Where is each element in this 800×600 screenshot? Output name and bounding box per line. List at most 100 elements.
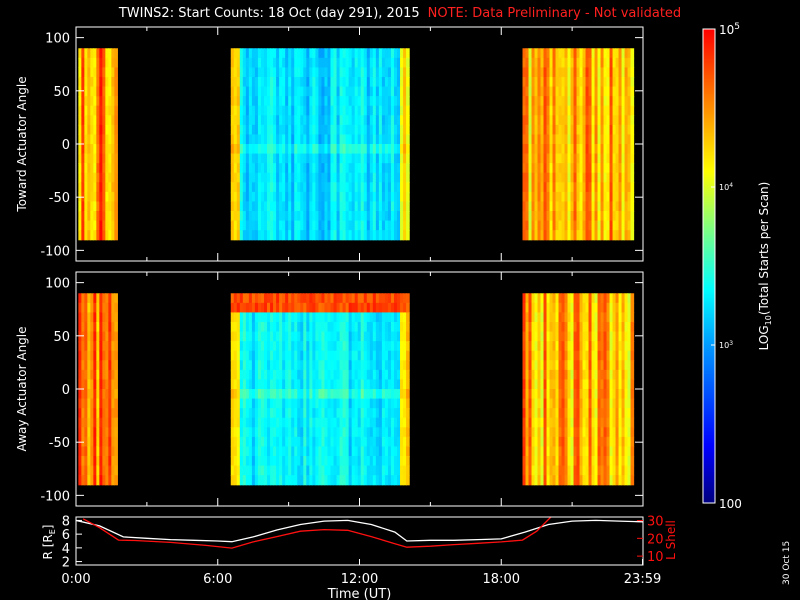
- heatmap-cell: [406, 57, 410, 69]
- heatmap-cell: [239, 105, 244, 116]
- heatmap-cell: [594, 86, 599, 97]
- heatmap-cell: [621, 124, 626, 136]
- heatmap-cell: [394, 115, 398, 126]
- heatmap-cell: [282, 465, 286, 476]
- heatmap-cell: [348, 144, 353, 155]
- heatmap-cell: [303, 153, 307, 164]
- heatmap-cell: [546, 408, 551, 419]
- heatmap-cell: [354, 220, 359, 231]
- heatmap-cell: [615, 96, 620, 107]
- heatmap-cell: [627, 48, 632, 59]
- heatmap-cell: [312, 293, 316, 304]
- heatmap-cell: [594, 408, 599, 419]
- heatmap-cell: [588, 398, 593, 409]
- heatmap-cell: [403, 408, 407, 419]
- heatmap-cell: [111, 86, 115, 97]
- heatmap-cell: [600, 389, 605, 400]
- heatmap-cell: [573, 211, 578, 222]
- heatmap-cell: [248, 134, 253, 145]
- heatmap-cell: [306, 48, 310, 59]
- heatmap-cell: [612, 201, 617, 212]
- heatmap-cell: [397, 96, 401, 107]
- heatmap-cell: [564, 163, 569, 174]
- heatmap-cell: [406, 475, 410, 486]
- heatmap-cell: [327, 96, 332, 107]
- heatmap-cell: [81, 172, 85, 183]
- heatmap-cell: [576, 134, 581, 145]
- heatmap-cell: [96, 302, 100, 314]
- heatmap-cell: [96, 153, 100, 164]
- heatmap-cell: [257, 389, 262, 400]
- heatmap-cell: [245, 475, 250, 486]
- heatmap-cell: [360, 220, 365, 231]
- heatmap-cell: [111, 369, 115, 381]
- heatmap-cell: [309, 446, 313, 457]
- heatmap-cell: [345, 427, 350, 438]
- heatmap-cell: [354, 115, 359, 126]
- heatmap-cell: [387, 230, 392, 241]
- heatmap-cell: [561, 408, 566, 419]
- heatmap-cell: [84, 163, 88, 174]
- heatmap-cell: [378, 144, 383, 155]
- heatmap-cell: [324, 105, 329, 116]
- heatmap-cell: [342, 436, 347, 448]
- heatmap-cell: [327, 398, 332, 409]
- heatmap-cell: [264, 398, 268, 409]
- heatmap-cell: [579, 105, 584, 116]
- heatmap-cell: [381, 427, 386, 438]
- heatmap-cell: [342, 321, 347, 333]
- heatmap-cell: [564, 191, 569, 203]
- heatmap-cell: [394, 350, 398, 361]
- heatmap-cell: [279, 369, 283, 381]
- heatmap-cell: [403, 86, 407, 97]
- heatmap-cell: [600, 211, 605, 222]
- heatmap-cell: [630, 211, 635, 222]
- heatmap-cell: [233, 153, 238, 164]
- heatmap-cell: [630, 201, 635, 212]
- heatmap-cell: [406, 321, 410, 333]
- heatmap-cell: [276, 398, 280, 409]
- heatmap-cell: [615, 465, 620, 476]
- heatmap-cell: [369, 134, 374, 145]
- heatmap-cell: [591, 48, 596, 59]
- heatmap-cell: [534, 67, 539, 78]
- heatmap-cell: [540, 163, 545, 174]
- heatmap-cell: [291, 446, 295, 457]
- heatmap-cell: [606, 456, 611, 467]
- heatmap-cell: [573, 436, 578, 448]
- heatmap-cell: [546, 191, 551, 203]
- heatmap-cell: [546, 331, 551, 342]
- heatmap-cell: [549, 417, 554, 428]
- heatmap-cell: [251, 191, 256, 203]
- heatmap-cell: [357, 172, 362, 183]
- heatmap-cell: [403, 67, 407, 78]
- heatmap-cell: [558, 417, 563, 428]
- heatmap-cell: [366, 312, 371, 323]
- heatmap-cell: [564, 211, 569, 222]
- heatmap-cell: [260, 134, 265, 145]
- heatmap-cell: [570, 172, 575, 183]
- heatmap-cell: [387, 389, 392, 400]
- heatmap-cell: [297, 321, 301, 333]
- heatmap-cell: [288, 163, 292, 174]
- heatmap-cell: [303, 427, 307, 438]
- heatmap-cell: [285, 201, 289, 212]
- heatmap-cell: [522, 446, 527, 457]
- heatmap-cell: [111, 57, 115, 69]
- heatmap-cell: [375, 331, 380, 342]
- heatmap-cell: [333, 48, 338, 59]
- y-tick-label: -50: [49, 191, 70, 206]
- heatmap-cell: [534, 379, 539, 390]
- heatmap-cell: [627, 341, 632, 352]
- heatmap-cell: [522, 456, 527, 467]
- heatmap-cell: [558, 360, 563, 371]
- heatmap-cell: [603, 115, 608, 126]
- heatmap-cell: [537, 86, 542, 97]
- heatmap-cell: [279, 76, 283, 88]
- heatmap-cell: [600, 144, 605, 155]
- heatmap-cell: [351, 398, 356, 409]
- heatmap-cell: [615, 398, 620, 409]
- heatmap-cell: [381, 312, 386, 323]
- heatmap-cell: [294, 48, 298, 59]
- heatmap-cell: [540, 153, 545, 164]
